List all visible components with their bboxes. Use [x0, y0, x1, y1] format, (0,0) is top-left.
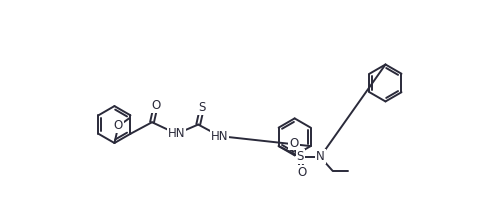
- Text: S: S: [198, 101, 206, 114]
- Text: O: O: [113, 119, 123, 132]
- Text: O: O: [289, 136, 299, 150]
- Text: N: N: [316, 150, 324, 163]
- Text: S: S: [297, 150, 304, 163]
- Text: O: O: [151, 99, 161, 112]
- Text: HN: HN: [211, 130, 228, 142]
- Text: HN: HN: [168, 127, 186, 140]
- Text: O: O: [297, 166, 306, 179]
